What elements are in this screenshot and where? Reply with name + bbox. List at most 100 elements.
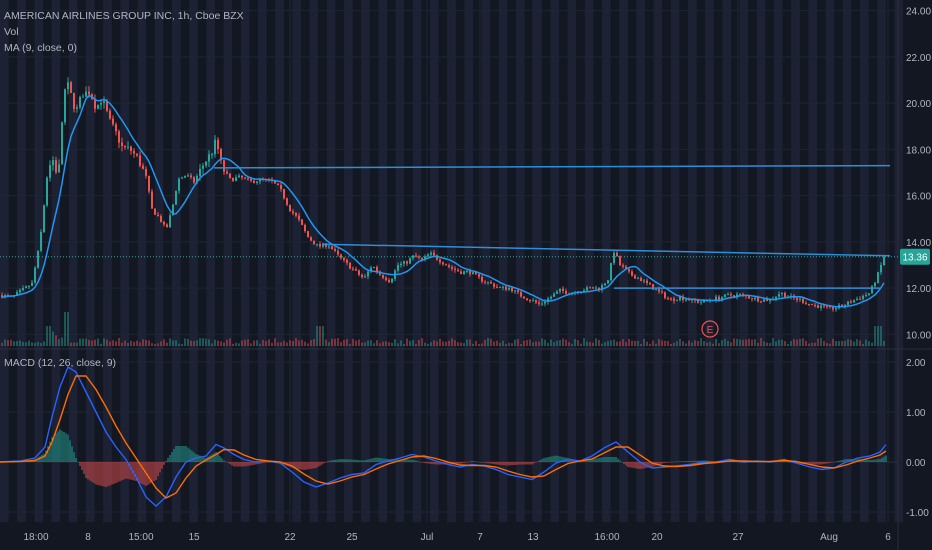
volume-bar bbox=[493, 341, 495, 346]
macd-histogram-bar bbox=[549, 456, 551, 462]
candle-body bbox=[379, 271, 381, 275]
volume-bar bbox=[832, 338, 834, 346]
macd-histogram-bar bbox=[671, 462, 673, 463]
candle-body bbox=[109, 110, 111, 119]
macd-histogram-bar bbox=[785, 461, 787, 462]
candle-body bbox=[544, 301, 546, 304]
macd-histogram-bar bbox=[591, 459, 593, 462]
candle-body bbox=[232, 177, 234, 181]
volume-bar bbox=[256, 340, 258, 346]
macd-histogram-bar bbox=[51, 437, 53, 462]
macd-histogram-bar bbox=[775, 461, 777, 463]
candle-body bbox=[619, 256, 621, 266]
candle-body bbox=[682, 296, 684, 301]
macd-histogram-bar bbox=[557, 455, 559, 462]
macd-histogram-bar bbox=[385, 458, 387, 462]
candlesticks[interactable] bbox=[1, 77, 885, 312]
candle-body bbox=[517, 290, 519, 293]
candle-body bbox=[193, 177, 195, 183]
candle-body bbox=[37, 250, 39, 268]
volume-bar bbox=[460, 342, 462, 346]
volume-bar bbox=[805, 340, 807, 346]
candle-body bbox=[475, 272, 477, 275]
volume-bar bbox=[67, 312, 69, 346]
candle-body bbox=[163, 221, 165, 225]
macd-histogram-bar bbox=[547, 457, 549, 462]
macd-histogram-bar bbox=[839, 460, 841, 462]
candle-body bbox=[646, 280, 648, 284]
chart-title[interactable]: AMERICAN AIRLINES GROUP INC, 1h, Cboe BZ… bbox=[4, 10, 244, 22]
macd-histogram-bar bbox=[135, 462, 137, 481]
volume-bar bbox=[325, 339, 327, 346]
candle-body bbox=[478, 274, 480, 277]
volume-bar bbox=[733, 338, 735, 346]
volume-bar bbox=[871, 342, 873, 346]
candle-body bbox=[688, 299, 690, 301]
macd-histogram-bar bbox=[563, 457, 565, 462]
macd-histogram-bar bbox=[423, 462, 425, 463]
volume-legend[interactable]: Vol bbox=[4, 26, 19, 38]
macd-legend[interactable]: MACD (12, 26, close, 9) bbox=[4, 357, 117, 369]
volume-bar bbox=[151, 343, 153, 346]
session-band bbox=[172, 0, 181, 522]
macd-histogram-bar bbox=[673, 461, 675, 463]
macd-histogram-bar bbox=[627, 462, 629, 467]
candle-body bbox=[76, 107, 78, 109]
candle-body bbox=[502, 286, 504, 288]
macd-histogram-bar bbox=[173, 449, 175, 462]
macd-histogram-bar bbox=[119, 462, 121, 482]
volume-bar bbox=[301, 339, 303, 346]
grid-lines bbox=[0, 0, 898, 522]
macd-histogram-bar bbox=[293, 462, 295, 469]
session-band bbox=[206, 0, 215, 522]
macd-histogram-bar bbox=[115, 462, 117, 483]
candle-body bbox=[412, 255, 414, 259]
macd-histogram-bar bbox=[127, 462, 129, 479]
volume-bar bbox=[61, 337, 63, 346]
macd-histogram-bar bbox=[523, 462, 525, 465]
macd-histogram-bar bbox=[517, 462, 519, 465]
macd-histogram-bar bbox=[113, 462, 115, 484]
volume-bar bbox=[556, 340, 558, 346]
volume-bar bbox=[52, 331, 54, 346]
candle-body bbox=[424, 256, 426, 260]
macd-histogram-bar bbox=[125, 462, 127, 479]
macd-histogram-bar bbox=[361, 460, 363, 462]
macd-histogram-bar bbox=[871, 459, 873, 462]
macd-histogram-bar bbox=[545, 457, 547, 462]
time-tick-label: 22 bbox=[284, 532, 296, 543]
volume-bar bbox=[583, 338, 585, 346]
volume-bar bbox=[790, 340, 792, 346]
volume-bar bbox=[46, 326, 48, 346]
signal-line bbox=[0, 375, 887, 499]
candle-body bbox=[841, 304, 843, 307]
candle-body bbox=[685, 299, 687, 301]
macd-pane[interactable] bbox=[0, 365, 898, 507]
macd-histogram-bar bbox=[421, 462, 423, 463]
trendlines[interactable]: 13.36 bbox=[0, 164, 930, 289]
macd-histogram-bar bbox=[555, 455, 557, 462]
macd-histogram-bar bbox=[169, 455, 171, 462]
candle-body bbox=[136, 153, 138, 156]
macd-histogram-bar bbox=[103, 462, 105, 487]
ma-legend[interactable]: MA (9, close, 0) bbox=[4, 42, 77, 54]
volume-bar bbox=[208, 339, 210, 346]
candle-body bbox=[715, 296, 717, 301]
macd-histogram-bar bbox=[493, 462, 495, 465]
candle-body bbox=[256, 181, 258, 183]
candle-body bbox=[130, 146, 132, 151]
macd-histogram-bar bbox=[573, 460, 575, 462]
volume-bar bbox=[13, 341, 15, 346]
volume-bar bbox=[409, 340, 411, 346]
volume-bar bbox=[82, 338, 84, 346]
volume-bar bbox=[514, 339, 516, 346]
volume-bar bbox=[553, 342, 555, 346]
macd-histogram-bar bbox=[623, 462, 625, 464]
candle-body bbox=[259, 178, 261, 182]
macd-histogram-bar bbox=[461, 462, 463, 464]
volume-bar bbox=[835, 341, 837, 346]
macd-histogram-bar bbox=[415, 460, 417, 462]
candle-body bbox=[751, 298, 753, 300]
candle-body bbox=[670, 298, 672, 300]
